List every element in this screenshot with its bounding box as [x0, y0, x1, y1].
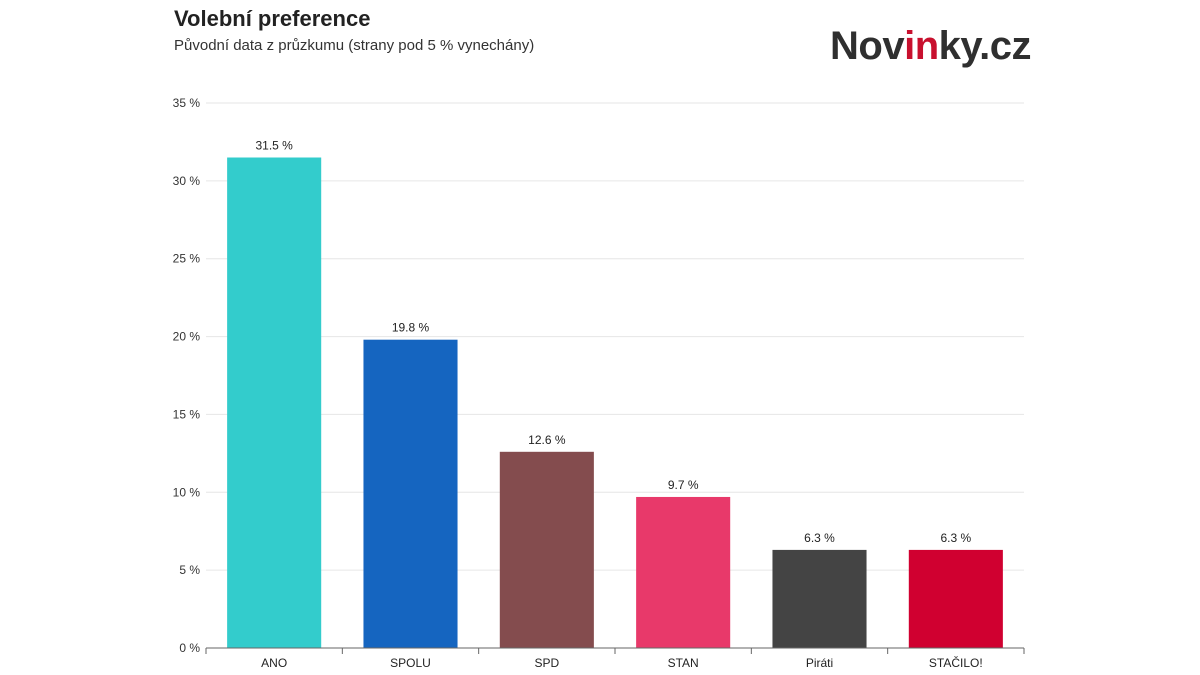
data-label: 6.3 %	[940, 531, 971, 545]
y-tick-label: 15 %	[173, 407, 201, 421]
y-axis-ticks: 0 % 5 % 10 % 15 % 20 % 25 % 30 % 35 %	[173, 96, 201, 655]
y-tick-label: 30 %	[173, 174, 201, 188]
bar-spd[interactable]	[499, 451, 594, 648]
bar-ano[interactable]	[227, 157, 322, 649]
data-label: 19.8 %	[392, 321, 430, 335]
bar-spolu[interactable]	[363, 339, 458, 648]
data-label: 6.3 %	[804, 531, 835, 545]
chart-subtitle: Původní data z průzkumu (strany pod 5 % …	[174, 37, 535, 54]
x-category-label: SPOLU	[390, 656, 431, 670]
data-label: 9.7 %	[668, 478, 699, 492]
grid-lines	[206, 102, 1024, 571]
logo-text-end: ky.cz	[938, 24, 1032, 68]
bars	[227, 157, 1003, 649]
y-tick-label: 10 %	[173, 485, 201, 499]
logo-text-accent: in	[904, 24, 939, 68]
novinky-logo[interactable]: Novinky.cz	[830, 24, 1032, 69]
y-tick-label: 35 %	[173, 96, 201, 110]
x-category-label: SPD	[534, 656, 559, 670]
data-label: 12.6 %	[528, 433, 566, 447]
bar-stan[interactable]	[636, 496, 731, 648]
y-tick-label: 5 %	[179, 563, 200, 577]
data-labels: 31.5 % 19.8 % 12.6 % 9.7 % 6.3 % 6.3 %	[255, 139, 971, 545]
x-category-label: Piráti	[806, 656, 833, 670]
x-category-label: STAN	[668, 656, 699, 670]
y-tick-label: 0 %	[179, 641, 200, 655]
bar-pirti[interactable]	[772, 549, 867, 648]
chart-title: Volební preference	[174, 6, 371, 31]
x-axis: ANO SPOLU SPD STAN Piráti STAČILO!	[205, 647, 1025, 670]
y-tick-label: 20 %	[173, 330, 201, 344]
x-category-label: STAČILO!	[929, 655, 983, 670]
y-tick-label: 25 %	[173, 252, 201, 266]
data-label: 31.5 %	[255, 139, 293, 153]
bar-stailo[interactable]	[908, 549, 1003, 648]
x-category-label: ANO	[261, 656, 287, 670]
logo-text-start: Nov	[830, 24, 905, 68]
